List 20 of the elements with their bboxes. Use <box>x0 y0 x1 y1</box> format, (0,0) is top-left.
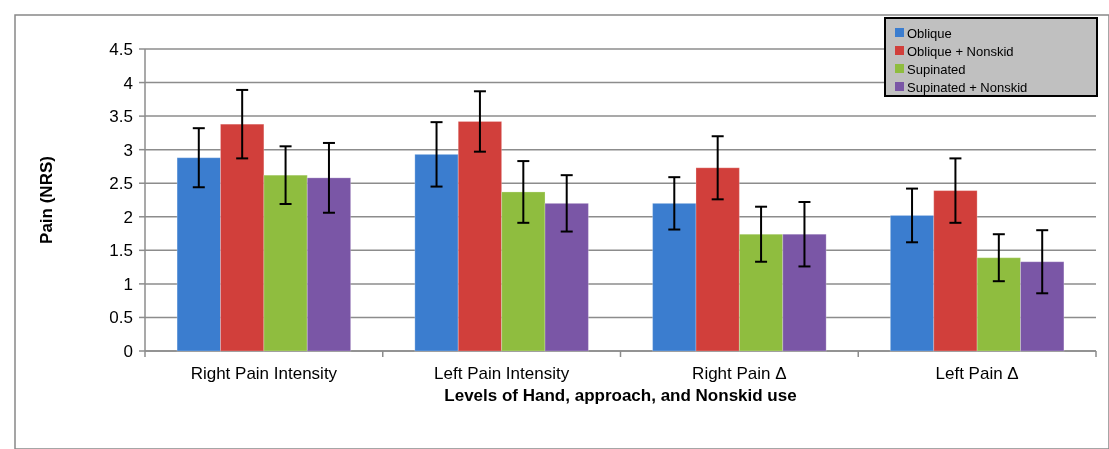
x-tick-label: Left Pain Intensity <box>434 364 570 383</box>
y-tick-label: 3.5 <box>109 107 133 127</box>
y-tick-label: 3 <box>123 140 133 160</box>
y-tick-label: 0.5 <box>109 308 133 328</box>
x-tick-label: Left Pain Δ <box>935 364 1019 383</box>
y-tick-label: 4.5 <box>109 39 133 59</box>
legend-label: Oblique + Nonskid <box>907 43 1014 59</box>
x-tick-label: Right Pain Δ <box>692 364 787 383</box>
x-tick-label: Right Pain Intensity <box>190 364 338 383</box>
x-axis-title: Levels of Hand, approach, and Nonskid use <box>444 386 797 405</box>
legend-label: Oblique <box>907 25 952 41</box>
legend-label: Supinated + Nonskid <box>907 79 1028 95</box>
y-axis-title: Pain (NRS) <box>37 156 56 244</box>
y-tick-label: 1.5 <box>109 241 133 261</box>
y-tick-label: 1 <box>123 274 133 294</box>
y-tick-label: 2 <box>123 207 133 227</box>
y-tick-label: 2.5 <box>109 174 133 194</box>
y-tick-label: 0 <box>123 341 133 361</box>
y-tick-label: 4 <box>123 73 133 93</box>
legend-label: Supinated <box>907 61 966 77</box>
